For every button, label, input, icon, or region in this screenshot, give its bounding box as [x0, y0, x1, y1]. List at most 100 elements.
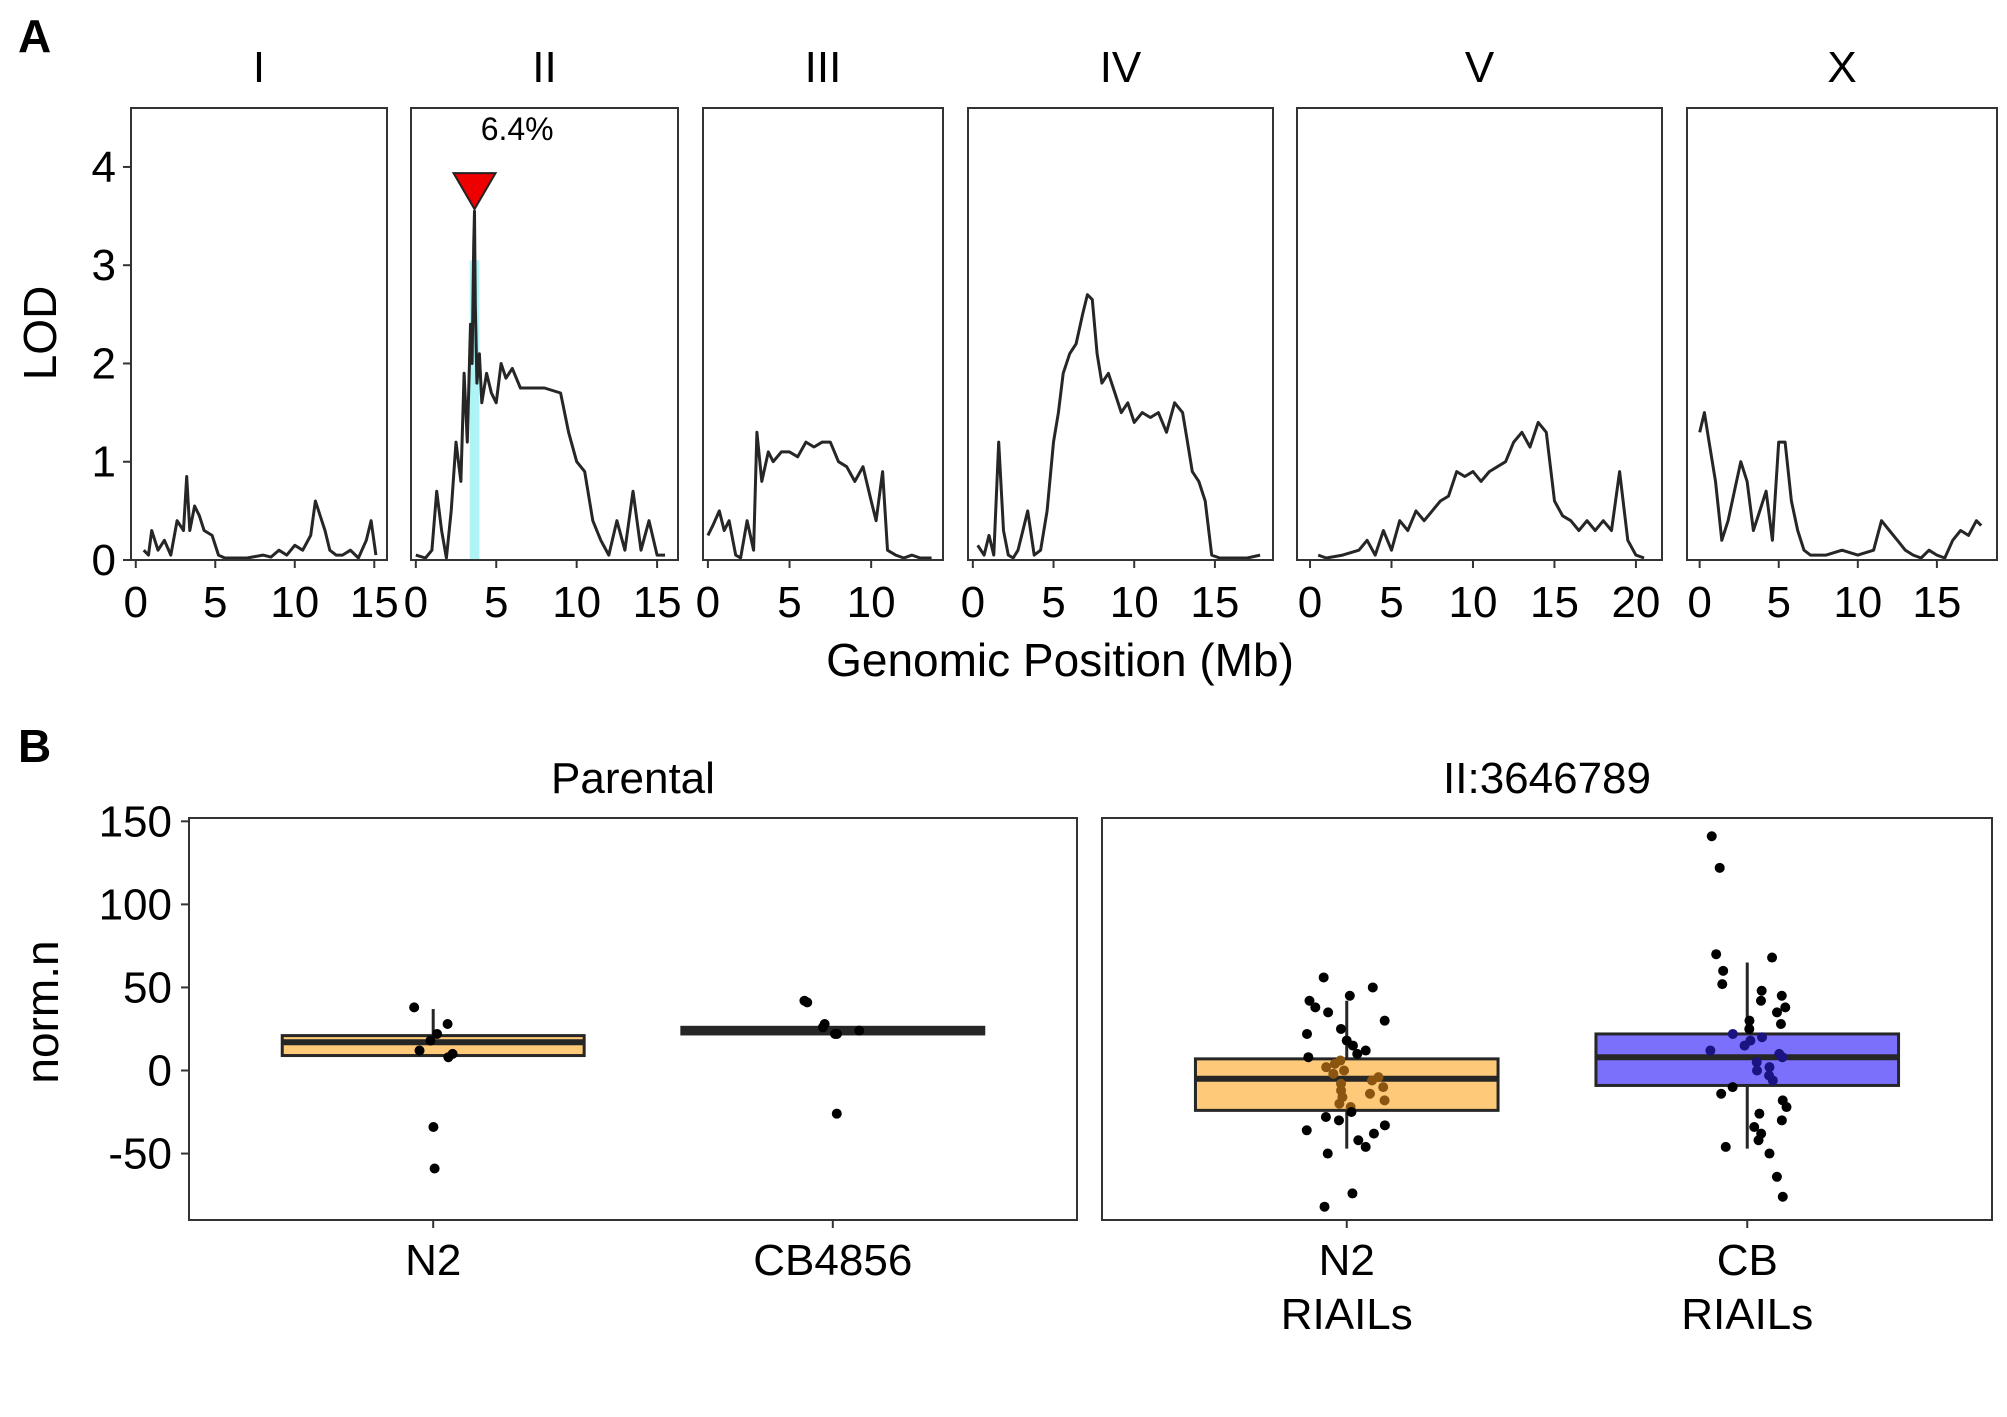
box-x-tick-label: RIAILs	[1681, 1290, 1813, 1339]
data-point	[1716, 1088, 1727, 1099]
lod-x-tick-label: 15	[1912, 578, 1961, 627]
data-point	[1744, 1023, 1755, 1034]
data-point	[802, 997, 813, 1008]
data-point	[1775, 1018, 1786, 1029]
data-point	[1333, 1115, 1344, 1126]
data-point	[1705, 1045, 1716, 1056]
data-point	[1767, 1075, 1778, 1086]
data-point	[425, 1035, 436, 1046]
data-point	[1360, 1141, 1371, 1152]
lod-y-tick-label: 0	[92, 536, 116, 585]
data-point	[1764, 1148, 1775, 1159]
lod-trace	[976, 293, 1261, 560]
norm-n-y-tick-label: 0	[148, 1046, 172, 1095]
box-panel-border	[1101, 817, 1993, 1221]
lod-x-tick-label: 0	[696, 578, 720, 627]
lod-x-tick-label: 20	[1611, 578, 1660, 627]
data-point	[1339, 1065, 1350, 1076]
data-point	[1344, 990, 1355, 1001]
data-point	[1335, 1023, 1346, 1034]
data-point	[1720, 1141, 1731, 1152]
data-point	[1347, 1188, 1358, 1199]
lod-x-tick-label: 15	[633, 578, 682, 627]
data-point	[1752, 1065, 1763, 1076]
data-point	[1776, 1115, 1787, 1126]
data-point	[1378, 1082, 1389, 1093]
lod-panel-border	[1296, 107, 1663, 561]
data-point	[1777, 1191, 1788, 1202]
lod-y-tick-label: 3	[92, 241, 116, 290]
data-point	[1379, 1120, 1390, 1131]
data-point	[1367, 1075, 1378, 1086]
data-point	[1321, 1062, 1332, 1073]
data-point	[1329, 1058, 1340, 1069]
facet-label: IV	[1100, 43, 1142, 92]
genomic-position-axis-title: Genomic Position (Mb)	[826, 634, 1294, 686]
box-x-tick-label: N2	[1319, 1236, 1375, 1285]
data-point	[1767, 952, 1778, 963]
lod-x-tick-label: 5	[203, 578, 227, 627]
data-point	[1764, 1062, 1775, 1073]
data-point	[1302, 1028, 1313, 1039]
data-point	[1776, 990, 1787, 1001]
lod-x-tick-label: 15	[1530, 578, 1579, 627]
data-point	[429, 1163, 440, 1174]
facet-label: I	[253, 43, 265, 92]
data-point	[1781, 1102, 1792, 1113]
data-point	[1754, 1108, 1765, 1119]
lod-x-tick-label: 15	[350, 578, 399, 627]
qtl-peak-marker	[451, 172, 498, 212]
lod-x-tick-label: 0	[404, 578, 428, 627]
data-point	[1714, 862, 1725, 873]
box-facet-1: II:3646789 N2 RIAILs CB RIAILs	[1101, 754, 1993, 1339]
norm-n-axis-title: norm.n	[16, 940, 68, 1083]
box-x-tick-label: N2	[405, 1236, 461, 1285]
data-point	[1318, 972, 1329, 983]
data-point	[1347, 1040, 1358, 1051]
data-point	[1753, 1135, 1764, 1146]
lod-x-tick-label: 10	[1833, 578, 1882, 627]
norm-n-y-tick-label: 50	[123, 963, 172, 1012]
lod-facet-ii: II 0 5 10 15 6.4%	[404, 43, 682, 627]
data-point	[1739, 1040, 1750, 1051]
lod-trace	[1698, 411, 1983, 560]
data-point	[1379, 1015, 1390, 1026]
data-point	[1352, 1048, 1363, 1059]
data-point	[1777, 1052, 1788, 1063]
data-point	[1756, 985, 1767, 996]
lod-facet-x: X 0 5 10 15	[1686, 43, 1998, 627]
lod-y-tick-label: 1	[92, 438, 116, 487]
box-group: N2 RIAILs	[1193, 972, 1500, 1339]
data-point	[831, 1028, 842, 1039]
box-group: N2	[280, 1002, 586, 1285]
lod-x-tick-label: 5	[777, 578, 801, 627]
panel-tag-a: A	[18, 10, 51, 62]
data-point	[1749, 1121, 1760, 1132]
data-point	[432, 1028, 443, 1039]
box-panel-border	[188, 817, 1078, 1221]
data-point	[1771, 1007, 1782, 1018]
lod-facet-v: V 0 5 10 15 20	[1296, 43, 1663, 627]
data-point	[1706, 831, 1717, 842]
facet-label: X	[1827, 43, 1856, 92]
lod-trace	[415, 209, 666, 560]
box-facet-0: Parental N2 CB4856	[188, 754, 1078, 1285]
data-point	[1301, 1125, 1312, 1136]
data-point	[1304, 995, 1315, 1006]
data-point	[409, 1002, 420, 1013]
data-point	[428, 1121, 439, 1132]
lod-y-tick-label: 4	[92, 143, 116, 192]
facet-label: Parental	[551, 754, 715, 803]
data-point	[1310, 1002, 1321, 1013]
lod-panel-border	[702, 107, 944, 561]
lod-x-tick-label: 10	[1449, 578, 1498, 627]
data-point	[1346, 1107, 1357, 1118]
lod-panel-border	[1686, 107, 1998, 561]
data-point	[1353, 1135, 1364, 1146]
lod-x-tick-label: 10	[847, 578, 896, 627]
data-point	[1780, 1002, 1791, 1013]
box-x-tick-label: RIAILs	[1281, 1290, 1413, 1339]
data-point	[831, 1108, 842, 1119]
